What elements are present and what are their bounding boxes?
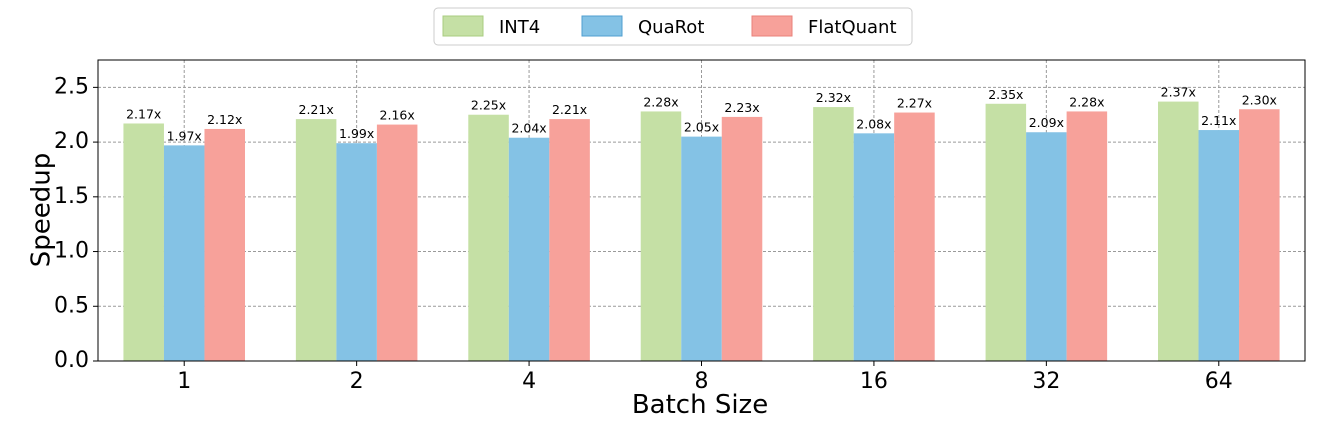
bar-label-flatquant-32: 2.28x: [1069, 94, 1104, 109]
legend-swatch-quarot: [581, 15, 623, 37]
legend-label-flatquant: FlatQuant: [808, 17, 897, 38]
bar-label-quarot-16: 2.08x: [856, 116, 891, 131]
bar-int4-32: [985, 103, 1027, 362]
x-tick-label: 4: [522, 369, 536, 394]
bar-quarot-8: [681, 136, 722, 361]
y-tick-label: 0.5: [54, 293, 89, 318]
bar-int4-2: [295, 119, 337, 361]
bar-int4-4: [468, 114, 509, 362]
legend: INT4 QuaRot FlatQuant: [433, 7, 913, 46]
x-tick-label: 2: [350, 369, 364, 394]
bar-flatquant-32: [1066, 111, 1108, 361]
x-tick-label: 8: [695, 369, 709, 394]
bar-quarot-2: [336, 143, 377, 361]
bar-label-int4-64: 2.37x: [1161, 85, 1196, 100]
bar-int4-8: [640, 111, 682, 361]
bar-label-quarot-8: 2.05x: [684, 120, 719, 135]
bar-flatquant-64: [1239, 109, 1280, 361]
bar-quarot-1: [163, 145, 205, 361]
bar-label-quarot-2: 1.99x: [339, 126, 374, 141]
bar-quarot-16: [853, 133, 895, 361]
y-axis: 0.0 0.5 1.0 1.5 2.0 2.5: [54, 74, 98, 373]
bars: [123, 101, 1280, 362]
bar-int4-64: [1158, 101, 1199, 362]
x-axis: 1 2 4 8 16 32 64: [177, 361, 1233, 394]
bar-label-flatquant-2: 2.16x: [380, 108, 415, 123]
bar-label-quarot-32: 2.09x: [1029, 115, 1064, 130]
y-tick-label: 2.0: [54, 129, 89, 154]
bar-label-int4-2: 2.21x: [299, 102, 334, 117]
y-tick-label: 1.0: [54, 239, 89, 264]
bar-label-quarot-4: 2.04x: [511, 121, 546, 136]
y-tick-label: 0.0: [54, 348, 89, 373]
bar-quarot-32: [1026, 132, 1067, 361]
bar-quarot-4: [508, 137, 550, 361]
x-tick-label: 32: [1032, 369, 1060, 394]
y-tick-label: 1.5: [54, 184, 89, 209]
bar-flatquant-8: [721, 116, 763, 361]
bar-label-flatquant-16: 2.27x: [897, 96, 932, 111]
x-axis-title: Batch Size: [632, 390, 768, 420]
bar-label-int4-8: 2.28x: [643, 94, 678, 109]
bar-flatquant-16: [894, 112, 935, 362]
legend-swatch-flatquant: [751, 15, 793, 37]
bar-quarot-64: [1198, 130, 1240, 361]
bar-label-flatquant-64: 2.30x: [1242, 92, 1277, 107]
bar-label-int4-16: 2.32x: [816, 90, 851, 105]
bar-int4-16: [813, 107, 854, 361]
legend-label-int4: INT4: [499, 17, 540, 38]
bar-label-quarot-64: 2.11x: [1201, 113, 1236, 128]
x-tick-label: 64: [1205, 369, 1233, 394]
bar-label-int4-4: 2.25x: [471, 98, 506, 113]
y-axis-title: Speedup: [27, 153, 57, 268]
bar-label-int4-32: 2.35x: [988, 87, 1023, 102]
x-tick-label: 16: [860, 369, 888, 394]
bar-label-quarot-1: 1.97x: [167, 128, 202, 143]
bar-flatquant-1: [204, 128, 245, 361]
y-tick-label: 2.5: [54, 74, 89, 99]
legend-label-quarot: QuaRot: [638, 17, 704, 38]
bar-label-flatquant-8: 2.23x: [724, 100, 759, 115]
bar-flatquant-2: [376, 124, 418, 361]
bar-label-flatquant-1: 2.12x: [207, 112, 242, 127]
bar-value-labels: 2.17x 1.97x 2.12x 2.21x 1.99x 2.16x 2.25x 2.04x…: [126, 85, 1277, 144]
x-tick-label: 1: [177, 369, 191, 394]
bar-label-flatquant-4: 2.21x: [552, 102, 587, 117]
bar-label-int4-1: 2.17x: [126, 106, 161, 121]
bar-flatquant-4: [549, 119, 590, 361]
bar-int4-1: [123, 123, 164, 361]
legend-swatch-int4: [442, 15, 484, 37]
